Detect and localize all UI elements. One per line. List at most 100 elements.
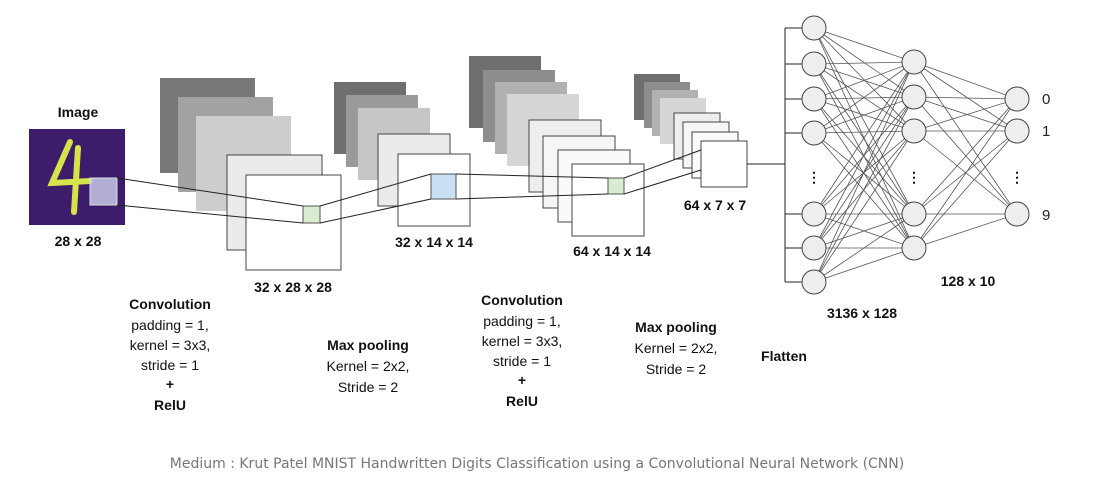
nn-edge: [813, 247, 915, 283]
digit-four-glyph: [47, 139, 93, 215]
nn-edge: [813, 27, 915, 132]
projection-line: [116, 204, 304, 224]
op-conv2-title: Convolution: [481, 292, 563, 308]
op-conv1-plus: +: [166, 376, 174, 392]
nn-node-output: [1004, 118, 1030, 144]
feature-stack-pool1: 32 x 14 x 14: [334, 82, 473, 250]
nn-edge: [913, 61, 1018, 132]
nn-edge: [813, 27, 915, 98]
nn-edge: [813, 61, 915, 215]
nn-edge: [913, 98, 1018, 132]
nn-node-fc1: [801, 15, 827, 41]
feature-stack-pool2: 64 x 7 x 7: [634, 74, 748, 213]
nn-edge: [813, 130, 915, 283]
op-pool2-param: Stride = 2: [646, 361, 707, 377]
nn-edge: [813, 98, 915, 215]
nn-edge: [913, 213, 1018, 249]
nn-node-output: [1004, 201, 1030, 227]
nn-node-fc1: [801, 269, 827, 295]
feature-stack-conv1: 32 x 28 x 28: [160, 78, 342, 295]
nn-edge: [913, 96, 1018, 215]
fc1-dims: 3136 x 128: [827, 305, 897, 321]
op-conv2-param: kernel = 3x3,: [482, 333, 563, 349]
stage2-dims: 32 x 14 x 14: [395, 234, 473, 250]
projection-lines: [116, 149, 702, 224]
nn-node-fc1: [801, 235, 827, 261]
nn-edge: [813, 61, 915, 100]
nn-edge: [813, 63, 915, 215]
stage4-dims: 64 x 7 x 7: [684, 197, 746, 213]
nn-edge: [913, 130, 1018, 215]
nn-connections: [813, 27, 1018, 283]
nn-node-fc1: [801, 120, 827, 146]
projection-line: [455, 193, 609, 200]
op-conv2: Convolution padding = 1, kernel = 3x3, s…: [481, 292, 563, 409]
nn-edge: [813, 132, 915, 215]
nn-edge: [813, 27, 915, 215]
nn-edge: [913, 98, 1018, 215]
op-conv1-title: Convolution: [129, 296, 211, 312]
nn-edge: [813, 213, 915, 283]
projection-line: [455, 173, 609, 179]
projection-line: [319, 198, 432, 224]
input-kernel-window: [89, 177, 118, 206]
nn-edge: [813, 61, 915, 134]
feature-map: [700, 140, 748, 188]
ellipsis-fc1: ⋮: [807, 169, 821, 185]
nn-node-fc2: [901, 118, 927, 144]
nn-edge: [813, 61, 915, 65]
projection-line: [319, 173, 432, 207]
nn-node-fc1: [801, 86, 827, 112]
kernel-window-blue: [430, 173, 457, 200]
output-label-1: 1: [1042, 123, 1050, 140]
nn-edge: [913, 130, 1018, 249]
output-label-9: 9: [1042, 207, 1050, 224]
nn-edge: [913, 61, 1018, 215]
op-pool2-title: Max pooling: [635, 319, 717, 335]
ellipsis-fc2: ⋮: [907, 169, 921, 185]
nn-node-fc2: [901, 201, 927, 227]
input-image: Image 28 x 28: [29, 104, 125, 249]
nn-edge: [913, 98, 1018, 249]
nn-edge: [813, 96, 915, 100]
feature-map: [571, 163, 645, 237]
op-conv2-plus: +: [518, 372, 526, 388]
nn-edge: [813, 61, 915, 283]
op-conv1: Convolution padding = 1, kernel = 3x3, s…: [129, 296, 211, 413]
nn-edge: [813, 61, 915, 249]
ellipsis-output: ⋮: [1010, 169, 1024, 185]
kernel-window-green: [302, 205, 321, 224]
op-conv2-activation: RelU: [506, 393, 538, 409]
input-dims: 28 x 28: [55, 233, 102, 249]
op-conv1-activation: RelU: [154, 397, 186, 413]
stage3-dims: 64 x 14 x 14: [573, 243, 651, 259]
nn-node-fc1: [801, 51, 827, 77]
op-pool1-param: Kernel = 2x2,: [327, 358, 410, 374]
op-pool2: Max pooling Kernel = 2x2, Stride = 2: [635, 319, 718, 377]
op-pool2-param: Kernel = 2x2,: [635, 340, 718, 356]
nn-edge: [813, 213, 915, 249]
op-pool1-title: Max pooling: [327, 337, 409, 353]
nn-edge: [813, 96, 915, 134]
projection-line: [623, 169, 702, 195]
nn-node-output: [1004, 86, 1030, 112]
nn-edge: [913, 96, 1018, 100]
op-conv1-param: padding = 1,: [131, 317, 208, 333]
op-conv2-param: stride = 1: [493, 353, 551, 369]
output-label-0: 0: [1042, 91, 1050, 108]
nn-edge: [813, 27, 915, 63]
feature-stack-conv2: 64 x 14 x 14: [469, 56, 651, 259]
nn-node-fc2: [901, 49, 927, 75]
nn-edge: [913, 61, 1018, 100]
nn-node-fc2: [901, 235, 927, 261]
op-conv1-param: kernel = 3x3,: [130, 337, 211, 353]
op-flatten-label: Flatten: [761, 348, 807, 364]
projection-line: [623, 149, 702, 179]
fc2-dims: 128 x 10: [941, 273, 996, 289]
figure-caption: Medium : Krut Patel MNIST Handwritten Di…: [170, 456, 904, 472]
nn-node-fc1: [801, 201, 827, 227]
nn-node-fc2: [901, 84, 927, 110]
nn-edge: [813, 130, 915, 134]
op-conv2-param: padding = 1,: [483, 313, 560, 329]
